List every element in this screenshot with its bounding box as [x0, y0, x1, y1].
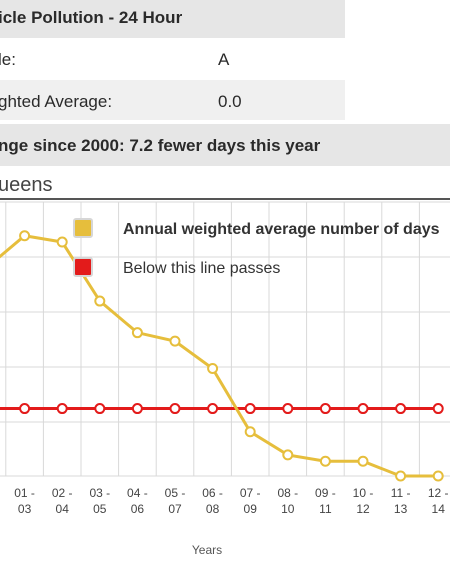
x-tick-label: 10 [281, 502, 295, 516]
x-tick-label: 04 - [127, 486, 148, 500]
legend-label-series: Annual weighted average number of days [123, 221, 440, 238]
weighted-average-label: ghted Average: [0, 92, 113, 111]
x-tick-label: 11 [319, 502, 332, 516]
x-tick-label: 09 [244, 502, 258, 516]
point-average-days [169, 335, 181, 347]
x-tick-label: 01 - [14, 486, 35, 500]
legend: Annual weighted average number of days B… [73, 218, 440, 277]
x-tick-label: 04 [56, 502, 70, 516]
x-tick-label: 06 [131, 502, 145, 516]
change-since-2000-text: nge since 2000: 7.2 fewer days this year [0, 136, 321, 155]
x-tick-label: 02 - [52, 486, 73, 500]
point-average-days [131, 327, 143, 339]
point-average-days [282, 449, 294, 461]
x-tick-label: 03 - [89, 486, 110, 500]
point-threshold [94, 403, 106, 415]
point-threshold [319, 403, 331, 415]
x-tick-label: 07 - [240, 486, 261, 500]
point-threshold [357, 403, 369, 415]
x-tick-label: 14 [432, 502, 446, 516]
point-average-days [244, 426, 256, 438]
x-axis-label: Years [192, 543, 222, 557]
plot-area [0, 200, 450, 478]
grade-label: le: [0, 50, 16, 69]
x-tick-label: 10 - [353, 486, 374, 500]
point-average-days [207, 363, 219, 375]
x-tick-label: 07 [168, 502, 182, 516]
point-threshold [56, 403, 68, 415]
grade-value: A [218, 50, 230, 69]
legend-label-threshold: Below this line passes [123, 260, 280, 277]
x-tick-label: 05 - [165, 486, 186, 500]
weighted-average-value: 0.0 [218, 92, 242, 111]
x-tick-label: 06 - [202, 486, 223, 500]
point-threshold [282, 403, 294, 415]
x-tick-label: 05 [93, 502, 107, 516]
grid-layer [0, 201, 450, 477]
point-threshold [432, 403, 444, 415]
legend-swatch-series [73, 218, 93, 238]
weighted-average-row: ghted Average: 0.0 [0, 80, 345, 120]
point-threshold [244, 403, 256, 415]
point-average-days [19, 230, 31, 242]
point-average-days [56, 236, 68, 248]
pollution-title: icle Pollution - 24 Hour [0, 8, 183, 27]
change-since-2000-row: nge since 2000: 7.2 fewer days this year [0, 124, 450, 166]
x-tick-label: 03 [18, 502, 32, 516]
x-tick-label: 08 [206, 502, 220, 516]
series-layer [0, 230, 444, 482]
x-tick-label: 12 - [428, 486, 449, 500]
grade-row: le: A [0, 40, 345, 78]
x-tick-label: 11 - [391, 486, 411, 500]
point-average-days [357, 455, 369, 467]
pollution-title-row: icle Pollution - 24 Hour [0, 0, 345, 38]
x-tick-label: 09 - [315, 486, 336, 500]
point-threshold [395, 403, 407, 415]
point-threshold [207, 403, 219, 415]
x-tick-label: 13 [394, 502, 408, 516]
county-name: ueens [0, 174, 53, 196]
point-threshold [131, 403, 143, 415]
point-average-days [432, 470, 444, 482]
point-threshold [19, 403, 31, 415]
county-underline [0, 198, 450, 200]
point-average-days [395, 470, 407, 482]
x-tick-label: 08 - [277, 486, 298, 500]
point-threshold [169, 403, 181, 415]
point-average-days [319, 455, 331, 467]
legend-swatch-threshold [73, 257, 93, 277]
x-tick-label: 12 [356, 502, 370, 516]
point-average-days [94, 295, 106, 307]
